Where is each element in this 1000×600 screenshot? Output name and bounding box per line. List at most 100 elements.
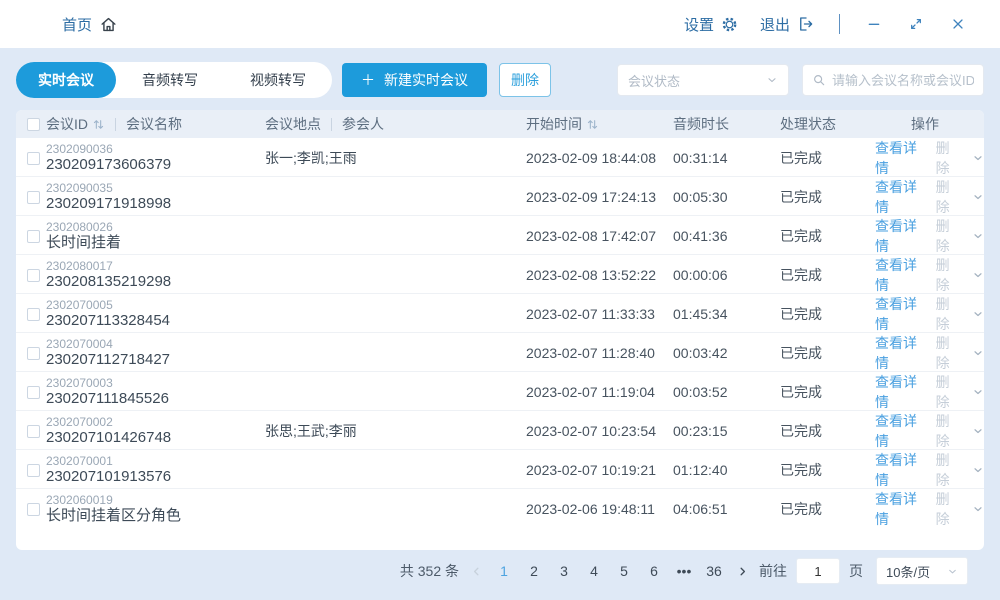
goto-page-input[interactable] — [796, 558, 840, 584]
view-details-link[interactable]: 查看详情 — [875, 374, 917, 410]
start-time-cell: 2023-02-07 11:19:04 — [526, 384, 655, 400]
chevron-down-icon[interactable] — [972, 347, 984, 359]
chevron-down-icon[interactable] — [972, 230, 984, 242]
header-participants: 参会人 — [342, 116, 384, 132]
row-checkbox[interactable] — [27, 151, 40, 165]
header-meeting-id[interactable]: 会议ID — [46, 116, 88, 132]
row-checkbox[interactable] — [27, 307, 40, 321]
logout-label: 退出 — [759, 16, 790, 34]
row-delete-link[interactable]: 删除 — [935, 413, 950, 449]
meeting-name: 230207111845526 — [46, 390, 169, 407]
sort-icon[interactable] — [586, 118, 599, 131]
table-row: 2302090035 230209171918998 2023-02-09 17:2… — [16, 177, 984, 216]
participants-cell: 张思;王武;李丽 — [265, 423, 357, 439]
row-delete-link[interactable]: 删除 — [935, 257, 950, 293]
page-number-2[interactable]: 2 — [530, 563, 538, 579]
meeting-table: 会议ID 会议名称 会议地点 参会人 开始时间 — [16, 110, 984, 550]
view-details-link[interactable]: 查看详情 — [875, 296, 917, 332]
close-button[interactable] — [948, 14, 968, 34]
tab-video-transcribe[interactable]: 视频转写 — [250, 72, 306, 88]
home-icon — [99, 15, 118, 34]
row-delete-link[interactable]: 删除 — [935, 296, 950, 332]
row-checkbox[interactable] — [27, 346, 40, 360]
table-row: 2302070002 230207101426748 张思;王武;李丽 2023-02… — [16, 411, 984, 450]
row-delete-link[interactable]: 删除 — [935, 140, 950, 176]
settings-button[interactable]: 设置 — [684, 14, 738, 35]
chevron-down-icon[interactable] — [972, 308, 984, 320]
table-row: 2302070005 230207113328454 2023-02-07 11:3… — [16, 294, 984, 333]
meeting-id: 2302070003 — [46, 376, 113, 390]
view-details-link[interactable]: 查看详情 — [875, 140, 917, 176]
toolbar: 实时会议 音频转写 视频转写 ＋ 新建实时会议 删除 会议状态 — [16, 62, 984, 98]
row-delete-link[interactable]: 删除 — [935, 218, 950, 254]
delete-button[interactable]: 删除 — [499, 63, 551, 97]
sort-icon[interactable] — [92, 118, 105, 131]
next-page-icon[interactable] — [734, 565, 750, 578]
meeting-id-name-cell: 2302080026 长时间挂着 — [46, 220, 265, 252]
chevron-down-icon[interactable] — [972, 269, 984, 281]
row-checkbox[interactable] — [27, 229, 40, 243]
chevron-down-icon[interactable] — [972, 464, 984, 476]
header-audio-duration: 音频时长 — [673, 116, 729, 132]
row-checkbox-cell — [16, 268, 46, 282]
row-checkbox[interactable] — [27, 424, 40, 438]
header-actions: 操作 — [911, 116, 939, 132]
chevron-down-icon[interactable] — [972, 503, 984, 515]
tab-audio-transcribe[interactable]: 音频转写 — [142, 72, 198, 88]
search-input[interactable] — [832, 72, 974, 88]
minimize-button[interactable] — [864, 14, 884, 34]
chevron-down-icon[interactable] — [972, 152, 984, 164]
row-checkbox[interactable] — [27, 463, 40, 477]
page-number-36[interactable]: 36 — [706, 563, 722, 579]
row-checkbox[interactable] — [27, 268, 40, 282]
table-row: 2302070001 230207101913576 2023-02-07 10:1… — [16, 450, 984, 489]
view-details-link[interactable]: 查看详情 — [875, 335, 917, 371]
meeting-name: 长时间挂着 — [46, 234, 122, 251]
chevron-down-icon[interactable] — [972, 425, 984, 437]
page-number-3[interactable]: 3 — [560, 563, 568, 579]
chevron-down-icon[interactable] — [972, 191, 984, 203]
chevron-down-icon[interactable] — [972, 386, 984, 398]
view-details-link[interactable]: 查看详情 — [875, 413, 917, 449]
prev-page-icon[interactable] — [468, 565, 484, 578]
search-box — [802, 64, 984, 96]
view-details-link[interactable]: 查看详情 — [875, 257, 917, 293]
maximize-button[interactable] — [906, 14, 926, 34]
view-details-link[interactable]: 查看详情 — [875, 491, 917, 527]
topbar-right: 设置 退出 — [684, 14, 968, 35]
participants-cell: 张一;李凯;王雨 — [265, 150, 357, 166]
select-all-checkbox[interactable] — [27, 117, 40, 131]
view-details-link[interactable]: 查看详情 — [875, 179, 917, 215]
page-number-5[interactable]: 5 — [620, 563, 628, 579]
meeting-status-select[interactable]: 会议状态 — [617, 64, 789, 96]
row-delete-link[interactable]: 删除 — [935, 452, 950, 488]
row-actions-cell: 查看详情 删除 — [875, 138, 984, 178]
row-delete-link[interactable]: 删除 — [935, 491, 950, 527]
row-checkbox[interactable] — [27, 385, 40, 399]
row-checkbox[interactable] — [27, 190, 40, 204]
process-status-cell: 已完成 — [780, 228, 822, 244]
new-realtime-meeting-button[interactable]: ＋ 新建实时会议 — [342, 63, 487, 97]
goto-unit: 页 — [849, 563, 863, 579]
table-row: 2302080017 230208135219298 2023-02-08 13:5… — [16, 255, 984, 294]
row-delete-link[interactable]: 删除 — [935, 179, 950, 215]
view-details-link[interactable]: 查看详情 — [875, 452, 917, 488]
row-actions-cell: 查看详情 删除 — [875, 489, 984, 529]
meeting-id: 2302070005 — [46, 298, 113, 312]
tab-realtime-meeting[interactable]: 实时会议 — [16, 62, 116, 98]
more-pages[interactable]: ••• — [676, 563, 692, 579]
header-process-status: 处理状态 — [780, 116, 836, 132]
page-number-6[interactable]: 6 — [650, 563, 658, 579]
home-button[interactable]: 首页 — [62, 14, 118, 35]
view-details-link[interactable]: 查看详情 — [875, 218, 917, 254]
logout-button[interactable]: 退出 — [760, 14, 815, 35]
row-checkbox-cell — [16, 346, 46, 360]
row-delete-link[interactable]: 删除 — [935, 374, 950, 410]
page-number-4[interactable]: 4 — [590, 563, 598, 579]
page-size-select[interactable]: 10条/页 — [876, 557, 968, 585]
row-actions-cell: 查看详情 删除 — [875, 372, 984, 412]
header-start-time-label[interactable]: 开始时间 — [526, 116, 582, 132]
row-checkbox[interactable] — [27, 502, 40, 516]
row-delete-link[interactable]: 删除 — [935, 335, 950, 371]
page-number-1[interactable]: 1 — [500, 563, 508, 579]
